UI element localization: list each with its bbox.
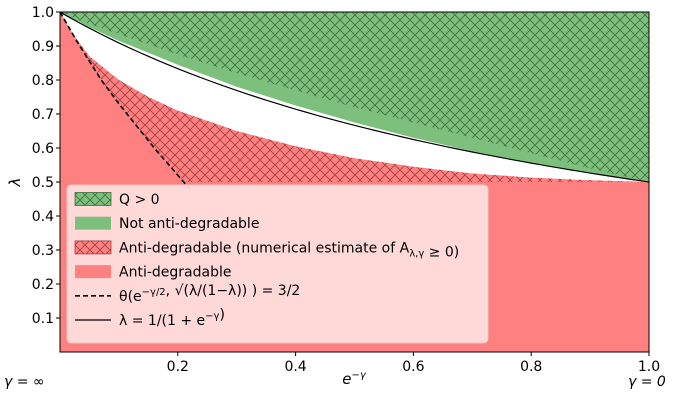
y-axis-label: λ <box>6 178 24 188</box>
legend-label: λ = 1/(1 + e−γ) <box>119 307 225 329</box>
x-axis-label: e−γ <box>342 370 367 388</box>
theta-dashed-curve <box>60 12 191 190</box>
y-axis-ticks: 0.1 0.2 0.3 0.4 0.5 0.6 0.7 0.8 0.9 1.0 <box>32 5 60 327</box>
y-tick-label: 1.0 <box>32 5 54 21</box>
legend-label: Q > 0 <box>119 192 160 208</box>
legend-swatch-antidegradable <box>75 265 111 279</box>
y-tick-label: 0.7 <box>32 107 54 123</box>
y-tick-label: 0.4 <box>32 209 54 225</box>
legend-label: Anti-degradable (numerical estimate of A… <box>119 240 459 260</box>
y-tick-label: 0.3 <box>32 243 54 259</box>
corner-label-left: γ = ∞ <box>4 374 45 390</box>
legend-label: θ(e−γ/2, √(λ/(1−λ)) ) = 3/2 <box>119 283 300 305</box>
corner-label-right: γ = 0 <box>628 374 666 390</box>
region-q-positive-hatch <box>60 12 649 182</box>
y-tick-label: 0.9 <box>32 39 54 55</box>
y-tick-label: 0.2 <box>32 277 54 293</box>
legend-swatch-not_antidegradable <box>75 216 111 230</box>
legend-box <box>66 184 489 344</box>
lambda-solid-curve <box>60 12 649 183</box>
region-antidegradable-strip <box>60 12 190 189</box>
y-tick-label: 0.5 <box>32 175 54 191</box>
x-tick-label: 0.2 <box>167 359 189 375</box>
y-tick-label: 0.6 <box>32 141 54 157</box>
legend-label: Anti-degradable <box>119 265 231 281</box>
x-tick-label: 0.4 <box>284 359 306 375</box>
x-tick-label: 1.0 <box>638 359 660 375</box>
region-antidegradable-numerical-hatch <box>60 12 649 182</box>
x-tick-label: 0.8 <box>520 359 542 375</box>
x-axis-ticks: 0.2 0.4 0.6 0.8 1.0 <box>167 352 660 375</box>
legend: Q > 0 Not anti-degradable Anti-degradable … <box>66 184 489 344</box>
y-tick-label: 0.8 <box>32 73 54 89</box>
x-tick-label: 0.6 <box>402 359 424 375</box>
legend-label: Not anti-degradable <box>119 216 259 232</box>
plot-curves <box>60 12 649 190</box>
legend-swatch-hatch <box>75 192 111 206</box>
y-tick-label: 0.1 <box>32 311 54 327</box>
legend-swatch-hatch <box>75 240 111 254</box>
